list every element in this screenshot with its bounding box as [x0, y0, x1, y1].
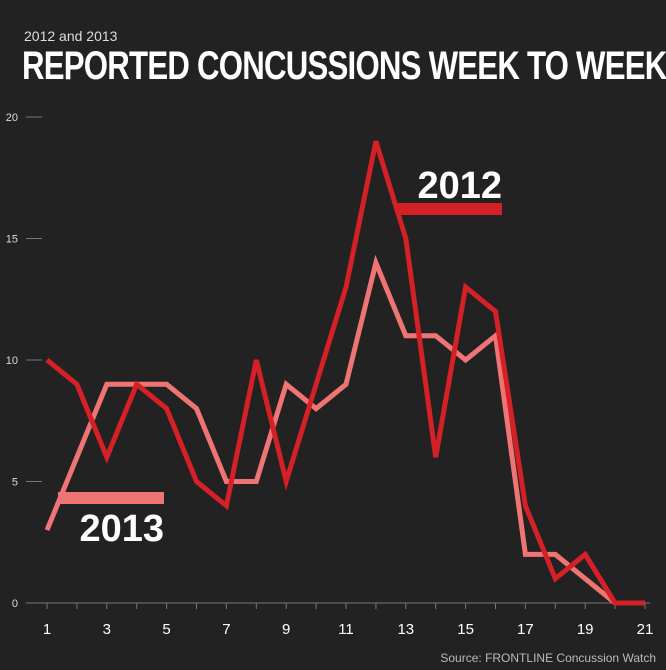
x-tick-label: 21 [637, 621, 654, 638]
x-tick-label: 19 [577, 621, 594, 638]
legend-label-2012: 2012 [417, 165, 502, 207]
x-tick-label: 13 [397, 621, 414, 638]
source-note: Source: FRONTLINE Concussion Watch [440, 651, 656, 665]
legend-label-2013: 2013 [79, 508, 164, 550]
y-tick-label: 0 [12, 598, 18, 610]
x-tick-label: 9 [282, 621, 290, 638]
legend-bar-2013 [58, 492, 164, 504]
x-tick-label: 7 [222, 621, 230, 638]
x-tick-label: 3 [103, 621, 111, 638]
x-tick-label: 1 [43, 621, 51, 638]
series-line-2013 [44, 254, 617, 605]
x-tick-label: 11 [338, 621, 354, 638]
y-tick-label: 15 [6, 234, 18, 246]
y-tick-label: 5 [12, 477, 18, 489]
y-tick-label: 20 [6, 112, 18, 124]
chart-title: REPORTED CONCUSSIONS WEEK TO WEEK [22, 44, 666, 88]
x-tick-label: 15 [457, 621, 474, 638]
y-tick-label: 10 [6, 355, 18, 367]
chart-subtitle: 2012 and 2013 [24, 28, 118, 44]
x-tick-label: 5 [162, 621, 170, 638]
x-tick-label: 17 [517, 621, 534, 638]
legend-bar-2012 [397, 203, 502, 215]
